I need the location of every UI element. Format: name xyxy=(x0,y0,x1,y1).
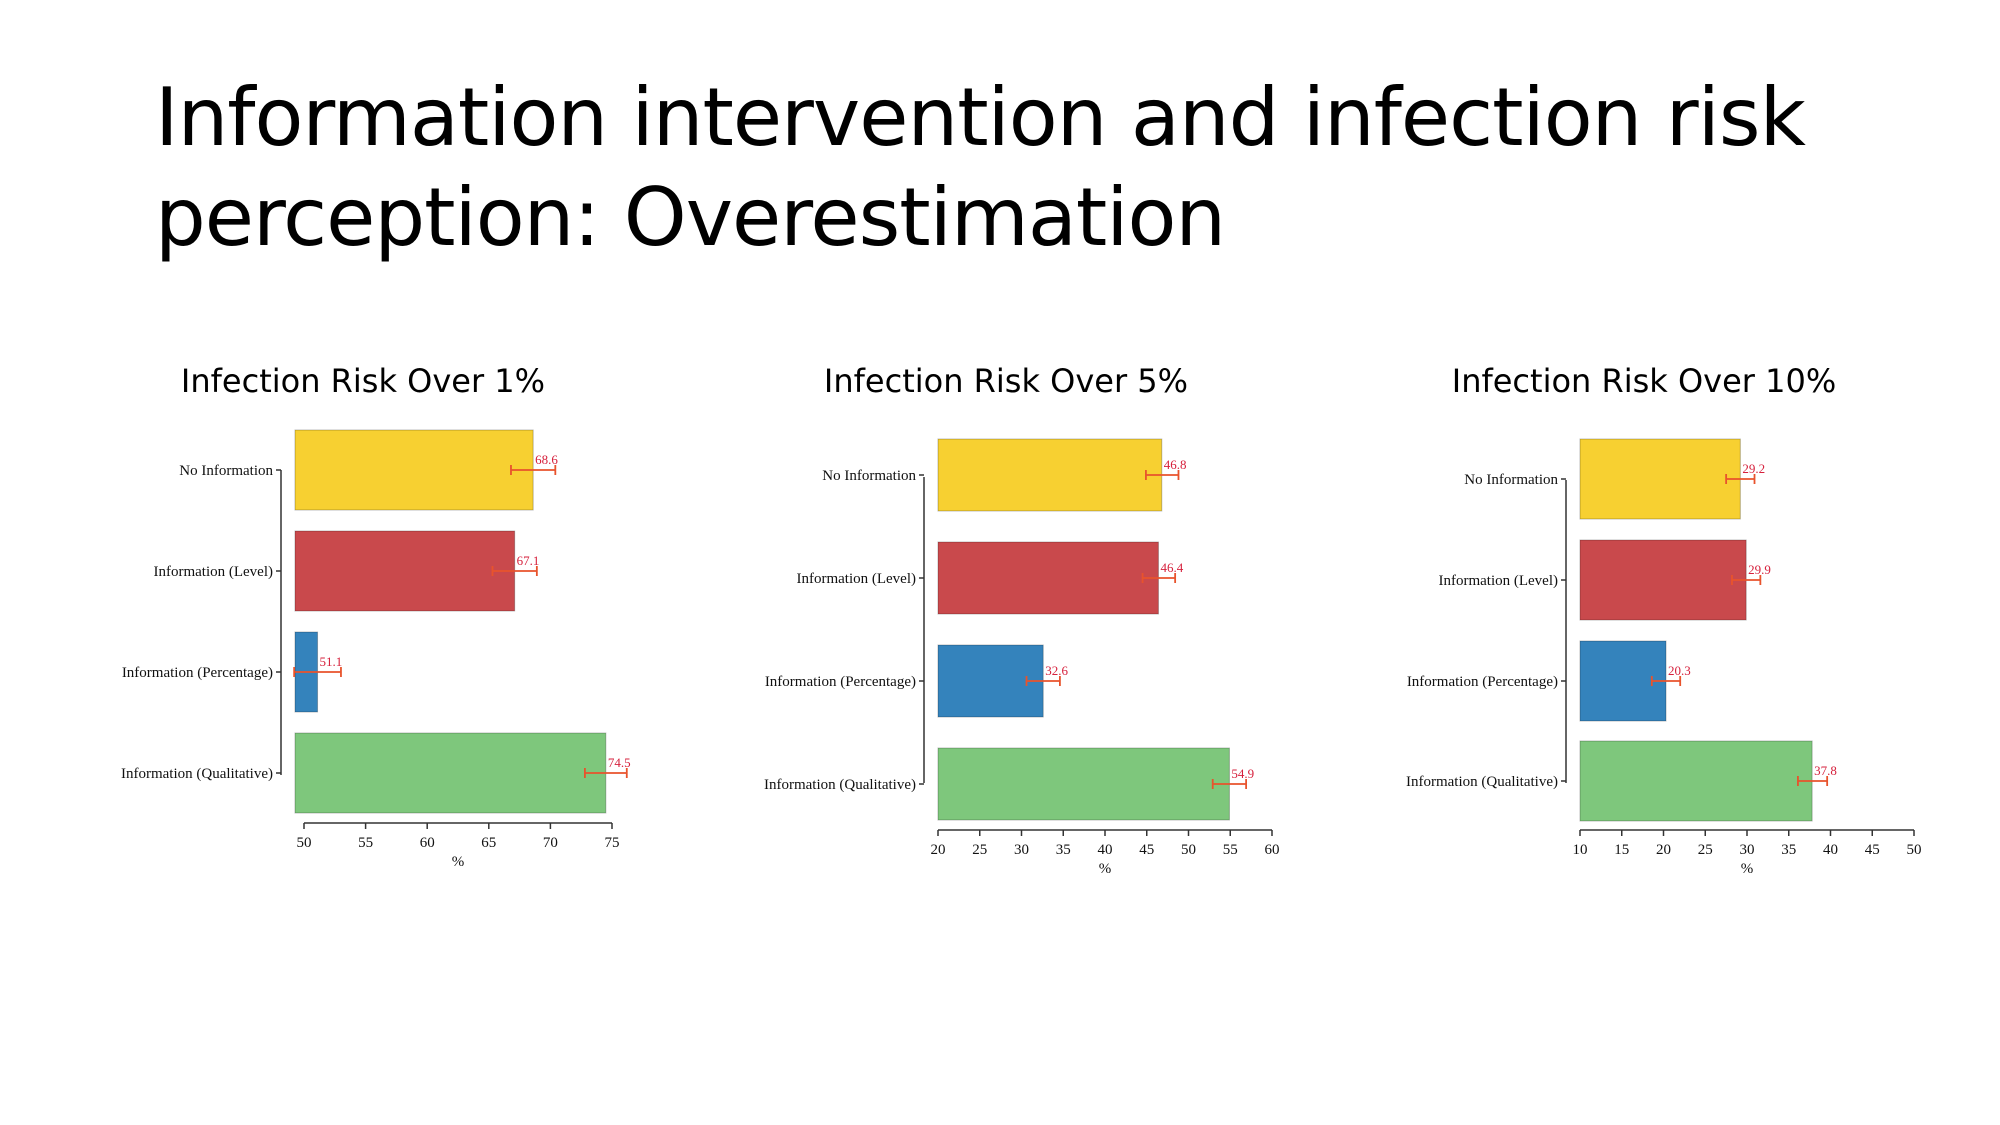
y-tick-label-information-percentage: Information (Percentage) xyxy=(122,665,273,681)
x-tick-label: 45 xyxy=(1139,842,1154,858)
x-axis-label: % xyxy=(1741,861,1754,877)
bar-no-information xyxy=(294,429,534,511)
x-tick-label: 35 xyxy=(1781,842,1796,858)
y-tick-label-information-qualitative: Information (Qualitative) xyxy=(121,766,273,782)
value-label: 54.9 xyxy=(1231,766,1254,781)
y-tick-label-information-percentage: Information (Percentage) xyxy=(765,674,916,690)
chart-title: Infection Risk Over 10% xyxy=(1452,362,1837,400)
x-tick-label: 15 xyxy=(1614,842,1629,858)
x-tick-label: 50 xyxy=(297,835,312,851)
bar-no-information xyxy=(937,438,1163,512)
x-tick-label: 25 xyxy=(972,842,987,858)
x-axis-label: % xyxy=(1099,861,1112,877)
x-tick-label: 20 xyxy=(931,842,946,858)
y-tick-label-information-percentage: Information (Percentage) xyxy=(1407,674,1558,690)
chart-title: Infection Risk Over 5% xyxy=(824,362,1188,400)
y-tick-label-no-information: No Information xyxy=(179,463,273,479)
y-tick-label-information-level: Information (Level) xyxy=(796,571,916,587)
x-tick-label: 25 xyxy=(1698,842,1713,858)
y-tick-label-information-level: Information (Level) xyxy=(1438,573,1558,589)
x-tick-label: 60 xyxy=(1265,842,1280,858)
x-tick-label: 50 xyxy=(1907,842,1922,858)
chart-3: Infection Risk Over 10% No Information 29.… xyxy=(1406,362,1922,877)
y-tick-label-no-information: No Information xyxy=(1464,472,1558,488)
value-label: 29.9 xyxy=(1748,562,1771,577)
bar-information-qualitative xyxy=(294,732,607,814)
value-label: 51.1 xyxy=(320,654,343,669)
y-tick-label-information-level: Information (Level) xyxy=(153,564,273,580)
value-label: 29.2 xyxy=(1742,461,1765,476)
y-tick-label-information-qualitative: Information (Qualitative) xyxy=(764,777,916,793)
value-label: 67.1 xyxy=(517,553,540,568)
value-label: 74.5 xyxy=(608,755,631,770)
x-tick-label: 70 xyxy=(543,835,558,851)
bar-information-level xyxy=(1579,539,1747,621)
slide-title-line-2: perception: Overestimation xyxy=(155,171,1226,264)
slide-title: Information intervention and infection r… xyxy=(155,68,1915,268)
bar-information-qualitative xyxy=(1579,740,1813,822)
x-tick-label: 55 xyxy=(358,835,373,851)
y-tick-label-no-information: No Information xyxy=(822,468,916,484)
x-tick-label: 50 xyxy=(1181,842,1196,858)
x-axis-label: % xyxy=(452,854,465,870)
chart-1: Infection Risk Over 1% No Information 68.6… xyxy=(121,362,631,870)
chart-title: Infection Risk Over 1% xyxy=(181,362,545,400)
x-tick-label: 20 xyxy=(1656,842,1671,858)
y-tick-label-information-qualitative: Information (Qualitative) xyxy=(1406,774,1558,790)
x-tick-label: 65 xyxy=(481,835,496,851)
x-tick-label: 45 xyxy=(1865,842,1880,858)
value-label: 46.8 xyxy=(1164,457,1187,472)
bar-no-information xyxy=(1579,438,1741,520)
value-label: 37.8 xyxy=(1814,763,1837,778)
bar-information-level xyxy=(937,541,1159,615)
x-tick-label: 55 xyxy=(1223,842,1238,858)
bar-information-qualitative xyxy=(937,747,1230,821)
bar-information-level xyxy=(294,530,516,612)
value-label: 46.4 xyxy=(1160,560,1183,575)
x-tick-label: 10 xyxy=(1573,842,1588,858)
value-label: 68.6 xyxy=(535,452,558,467)
value-label: 20.3 xyxy=(1668,663,1691,678)
x-tick-label: 40 xyxy=(1098,842,1113,858)
x-tick-label: 35 xyxy=(1056,842,1071,858)
x-tick-label: 60 xyxy=(420,835,435,851)
slide-title-line-1: Information intervention and infection r… xyxy=(155,71,1806,164)
x-tick-label: 75 xyxy=(605,835,620,851)
x-tick-label: 30 xyxy=(1014,842,1029,858)
x-tick-label: 40 xyxy=(1823,842,1838,858)
x-tick-label: 30 xyxy=(1740,842,1755,858)
chart-2: Infection Risk Over 5% No Information 46.8… xyxy=(764,362,1280,877)
value-label: 32.6 xyxy=(1045,663,1068,678)
